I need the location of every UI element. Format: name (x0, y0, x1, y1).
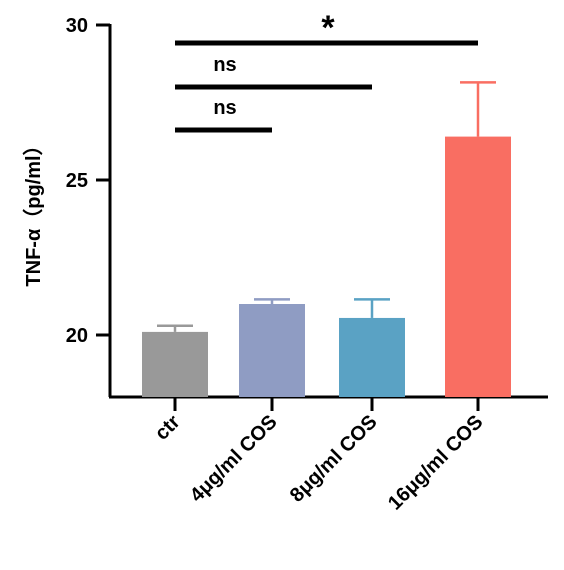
y-tick-label: 20 (66, 325, 88, 347)
bar (339, 317, 405, 397)
error-bars-group (157, 81, 496, 332)
bar (239, 304, 305, 397)
x-tick-label: 8μg/ml COS (286, 411, 382, 507)
significance-label: * (321, 9, 335, 47)
x-tick-label: 16μg/ml COS (384, 411, 488, 515)
y-tick-label: 30 (66, 15, 88, 37)
significance-group: ns ns * (175, 9, 478, 133)
significance-label: ns (213, 97, 236, 119)
y-tick-label: 25 (66, 170, 88, 192)
bar (142, 331, 208, 397)
y-axis-title: TNF-α（pg/ml） (22, 135, 45, 286)
x-tick-label: 4μg/ml COS (186, 411, 282, 507)
bar (445, 136, 511, 397)
x-tick-label: ctr (151, 411, 185, 445)
significance-label: ns (213, 54, 236, 76)
bars-group (142, 136, 511, 397)
labels-group: 20 25 30 ctr 4μg/ml COS 8μg/ml COS 16μg/ml COS (66, 15, 488, 515)
